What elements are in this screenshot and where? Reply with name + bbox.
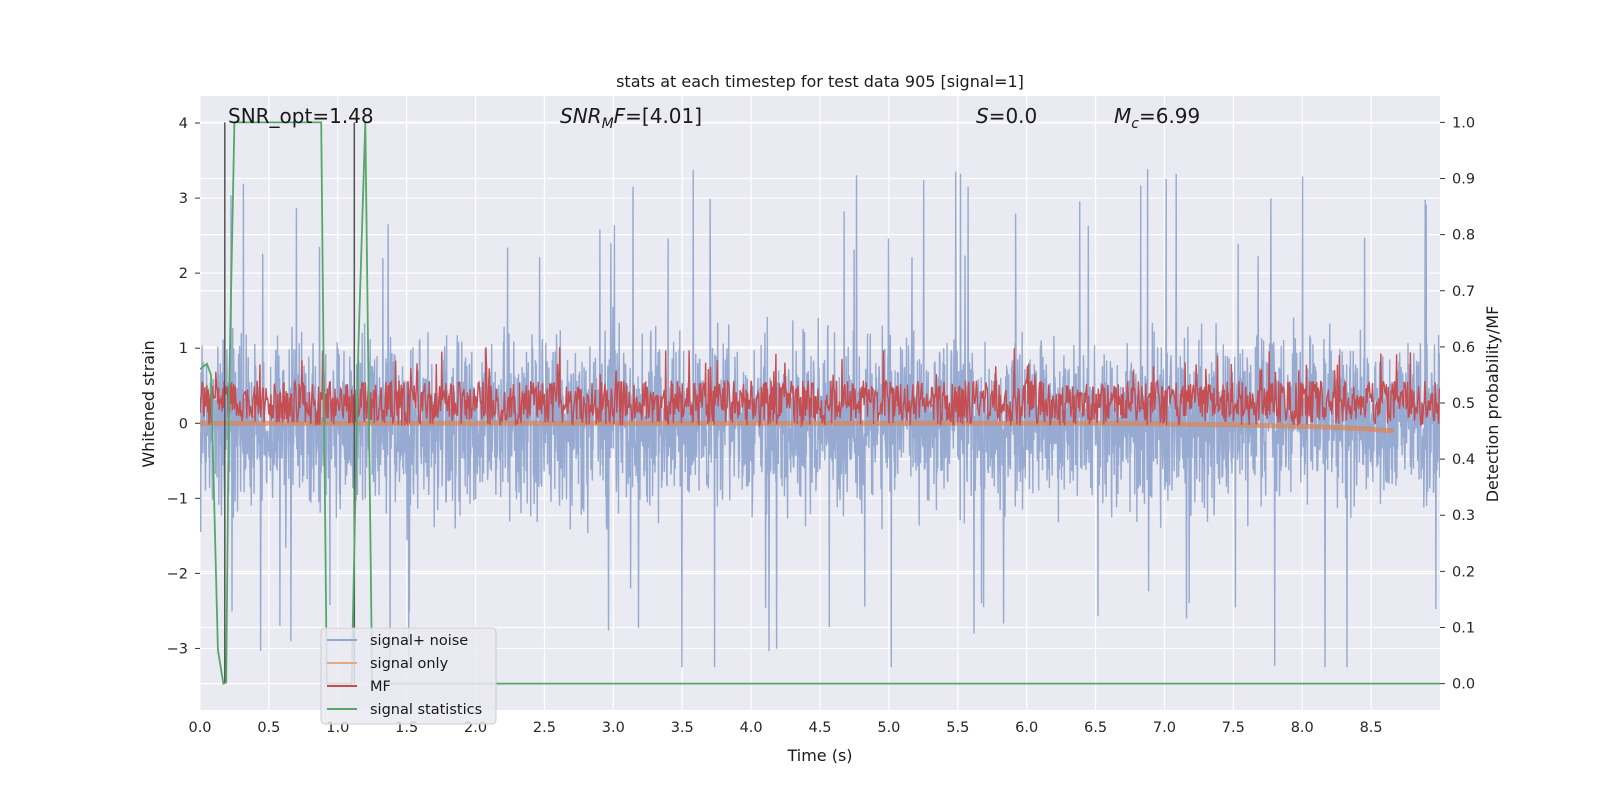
y-left-tick-label: 4	[179, 116, 188, 132]
x-tick-label: 6.5	[1084, 720, 1107, 736]
legend-label-mf: MF	[370, 679, 391, 695]
y-right-tick-label: 0.9	[1452, 172, 1475, 188]
x-tick-label: 4.5	[808, 720, 831, 736]
x-tick-label: 3.5	[671, 720, 694, 736]
x-tick-label: 7.0	[1153, 720, 1176, 736]
y-right-tick-label: 0.1	[1452, 620, 1475, 636]
data-layer	[200, 121, 1440, 685]
annotation-mc-value: =6.99	[1139, 104, 1200, 128]
y-left-tick-label: −3	[167, 641, 188, 657]
y-left-tick-label: 2	[179, 266, 188, 282]
y-right-tick-label: 0.3	[1452, 508, 1475, 524]
x-tick-label: 5.5	[946, 720, 969, 736]
annotation-snr-mf-mid: F=	[614, 104, 642, 128]
y-left-tick-label: −2	[167, 566, 188, 582]
x-tick-label: 7.5	[1222, 720, 1245, 736]
annotation-snr-mf-value: [4.01]	[642, 104, 702, 128]
y-left-tick-label: −1	[167, 491, 188, 507]
y-right-tick-label: 0.7	[1452, 284, 1475, 300]
y-right-tick-label: 0.6	[1452, 340, 1475, 356]
ticks: 0.0 0.5 1.0 1.5 2.0 2.5 3.0 3.5 4.0 4.5 5.0 5.5 6.0 6…	[167, 115, 1475, 736]
chart-title: stats at each timestep for test data 905…	[616, 72, 1024, 91]
annotation-snr-opt: SNR_opt=1.48	[228, 104, 374, 128]
annotation-snr-mf: SNRMF=[4.01]	[560, 104, 702, 132]
annotation-mc: Mc=6.99	[1114, 104, 1200, 132]
annotation-s-value: =0.0	[989, 104, 1038, 128]
y-left-tick-label: 3	[179, 191, 188, 207]
series-signal-noise-line	[200, 168, 1440, 668]
legend-label-signal-only: signal only	[370, 656, 449, 672]
y-axis-label-right: Detection probability/MF	[1483, 306, 1502, 503]
annotation-snr-mf-var: SNR	[560, 104, 602, 128]
x-tick-label: 5.0	[877, 720, 900, 736]
x-tick-label: 6.0	[1015, 720, 1038, 736]
series-mf-line	[200, 347, 1440, 428]
y-left-tick-label: 1	[179, 341, 188, 357]
annotation-snr-opt-prefix: SNR_opt=	[228, 104, 329, 128]
x-tick-label: 2.5	[533, 720, 556, 736]
legend-box	[320, 627, 497, 725]
x-axis-label: Time (s)	[786, 746, 852, 765]
x-tick-label: 4.0	[740, 720, 763, 736]
x-tick-label: 8.5	[1360, 720, 1383, 736]
y-left-tick-label: 0	[179, 416, 188, 432]
legend: signal+ noise signal only MF signal stat…	[320, 627, 497, 725]
y-right-tick-label: 0.2	[1452, 564, 1475, 580]
x-tick-label: 0.0	[188, 720, 211, 736]
legend-label-signal-statistics: signal statistics	[370, 702, 482, 718]
y-right-tick-label: 0.4	[1452, 452, 1475, 468]
x-tick-label: 0.5	[257, 720, 280, 736]
y-right-tick-label: 0.5	[1452, 396, 1475, 412]
annotation-s: S=0.0	[976, 104, 1037, 128]
annotation-mc-var: M	[1114, 104, 1131, 128]
y-right-tick-label: 0.0	[1452, 677, 1475, 693]
y-right-tick-label: 1.0	[1452, 115, 1475, 131]
legend-label-signal-noise: signal+ noise	[370, 633, 468, 649]
x-tick-label: 8.0	[1291, 720, 1314, 736]
series-signal-only-line	[200, 420, 1395, 434]
y-right-tick-label: 0.8	[1452, 228, 1475, 244]
annotation-mc-sub: c	[1131, 116, 1139, 132]
annotation-snr-mf-sub: M	[602, 116, 614, 132]
x-tick-label: 3.0	[602, 720, 625, 736]
annotation-s-var: S	[976, 104, 989, 128]
y-axis-label-left: Whitened strain	[139, 340, 158, 467]
annotation-snr-opt-value: 1.48	[329, 104, 374, 128]
